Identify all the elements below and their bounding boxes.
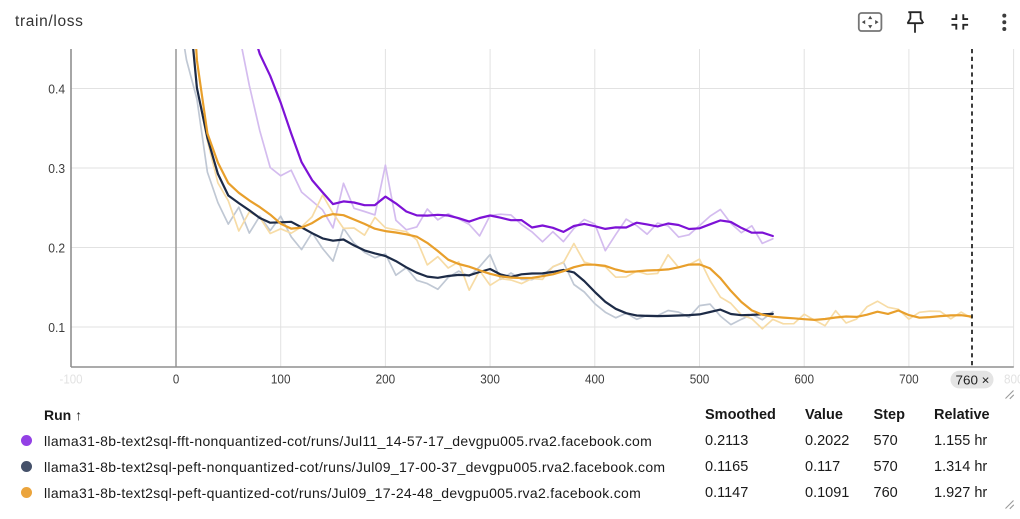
svg-text:700: 700 bbox=[899, 371, 919, 386]
svg-text:0.2: 0.2 bbox=[48, 240, 65, 255]
svg-text:0.3: 0.3 bbox=[48, 161, 65, 176]
svg-text:0.4: 0.4 bbox=[48, 81, 65, 96]
svg-text:300: 300 bbox=[480, 371, 500, 386]
svg-text:400: 400 bbox=[585, 371, 605, 386]
svg-text:800: 800 bbox=[1004, 371, 1020, 386]
svg-text:100: 100 bbox=[271, 371, 291, 386]
svg-text:0: 0 bbox=[173, 371, 179, 386]
svg-text:-100: -100 bbox=[60, 371, 83, 386]
svg-text:760 ×: 760 × bbox=[956, 372, 990, 387]
svg-text:600: 600 bbox=[794, 371, 814, 386]
svg-text:200: 200 bbox=[376, 371, 396, 386]
svg-text:0.1: 0.1 bbox=[48, 320, 65, 335]
svg-text:500: 500 bbox=[690, 371, 710, 386]
